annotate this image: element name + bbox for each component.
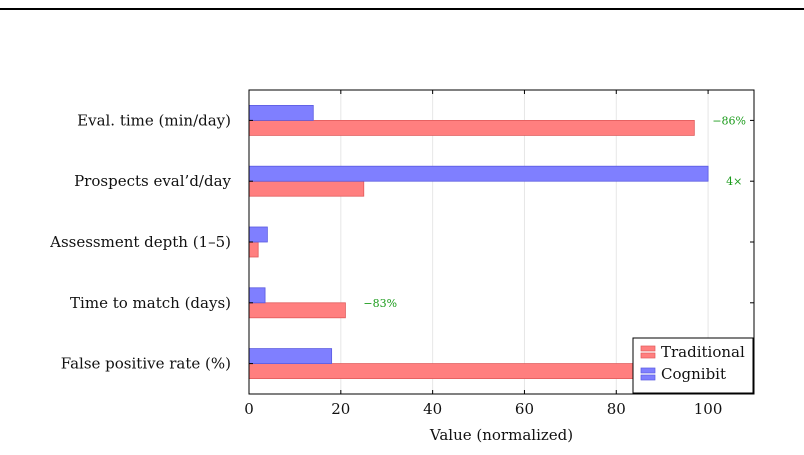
- bar-cognibit: [248, 348, 333, 365]
- x-tick-label: 0: [244, 400, 254, 418]
- x-axis-title: Value (normalized): [429, 426, 573, 444]
- bar-cognibit: [248, 226, 268, 243]
- top-rule: [0, 8, 804, 10]
- bar-cognibit: [248, 287, 266, 304]
- x-tick-label: 80: [607, 400, 626, 418]
- annotation-label: −86%: [712, 114, 746, 127]
- bar-traditional: [248, 120, 695, 136]
- legend-label: Cognibit: [661, 365, 726, 383]
- bar-traditional: [248, 302, 346, 319]
- bar-traditional: [248, 180, 365, 197]
- bar-cognibit: [248, 165, 709, 182]
- x-tick-label: 60: [515, 400, 534, 418]
- legend-swatch: [640, 352, 656, 359]
- legend-swatch: [640, 374, 656, 381]
- legend-swatch: [640, 367, 656, 374]
- category-label: Time to match (days): [70, 294, 231, 312]
- x-tick-label: 40: [423, 400, 442, 418]
- category-label: Assessment depth (1–5): [49, 233, 231, 251]
- bar-traditional: [248, 363, 663, 380]
- annotation-label: 4×: [726, 175, 742, 188]
- annotation-label: −83%: [363, 297, 397, 310]
- legend-label: Traditional: [661, 343, 745, 361]
- x-tick-label: 100: [694, 400, 723, 418]
- bar-traditional: [248, 241, 259, 258]
- category-label: Eval. time (min/day): [77, 111, 231, 129]
- annotation-layer: −86% 4× −83%: [363, 114, 746, 309]
- category-label: Prospects eval’d/day: [74, 172, 231, 190]
- x-tick-label: 20: [331, 400, 350, 418]
- bars-layer: [248, 105, 709, 380]
- category-label: False positive rate (%): [61, 355, 231, 373]
- legend-swatch: [640, 345, 656, 352]
- legend: Traditional Cognibit: [632, 337, 754, 394]
- bar-cognibit: [248, 105, 314, 121]
- labels-layer: 0 20 40 60 80 100 Eval. time (min/day) Prospect…: [49, 111, 722, 418]
